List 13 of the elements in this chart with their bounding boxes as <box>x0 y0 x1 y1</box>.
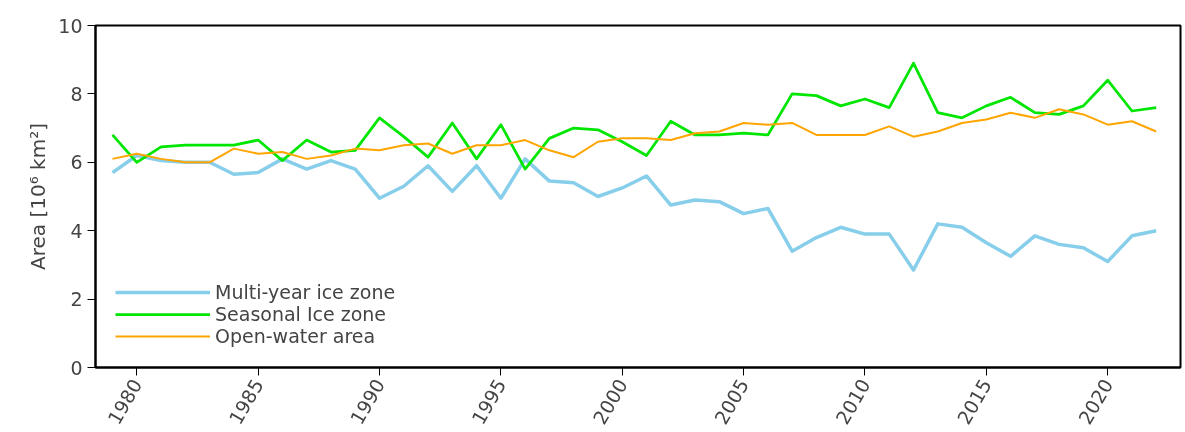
legend-label: Multi-year ice zone <box>215 281 396 303</box>
y-tick-label: 2 <box>70 288 83 311</box>
y-tick-label: 8 <box>70 82 83 105</box>
y-tick-label: 0 <box>70 356 83 379</box>
legend-label: Seasonal Ice zone <box>215 303 387 325</box>
line-series <box>111 61 1158 171</box>
line-series <box>110 153 1158 272</box>
legend-label: Open-water area <box>215 325 376 347</box>
line-series <box>111 108 1158 164</box>
y-tick-label: 6 <box>70 151 83 174</box>
y-tick-label: 10 <box>58 14 83 37</box>
y-tick-label: 4 <box>70 219 83 242</box>
y-axis-title: Area [10⁶ km²] <box>26 123 51 270</box>
